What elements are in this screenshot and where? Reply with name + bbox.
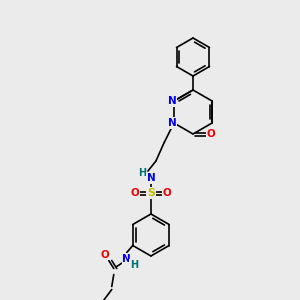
- Text: N: N: [122, 254, 131, 263]
- Text: S: S: [147, 188, 155, 198]
- Text: O: O: [207, 129, 215, 139]
- Text: N: N: [168, 96, 176, 106]
- Text: O: O: [100, 250, 109, 260]
- Text: N: N: [147, 173, 155, 183]
- Text: N: N: [168, 118, 176, 128]
- Text: O: O: [163, 188, 171, 198]
- Text: H: H: [130, 260, 138, 269]
- Text: O: O: [130, 188, 139, 198]
- Text: H: H: [138, 168, 146, 178]
